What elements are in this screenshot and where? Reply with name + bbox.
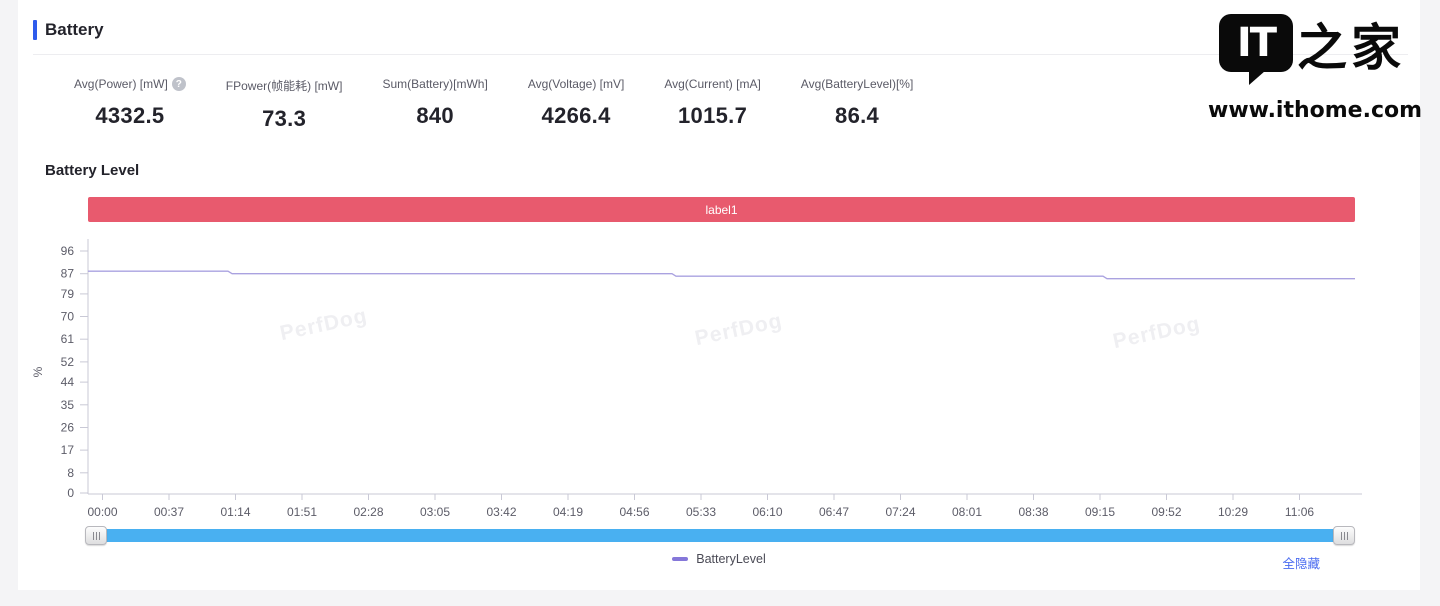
chart-annotation-label-band[interactable]: label1 [88,197,1355,222]
y-tick-label: 87 [61,267,75,281]
y-tick-label: 96 [61,244,75,258]
x-tick-label: 04:56 [619,505,649,519]
ithome-logo: IT 之家 [1208,10,1416,92]
battery-level-chart: 96 87 79 70 61 52 44 35 26 17 8 0 00:00 00:37 01:14 01:… [31,239,1362,519]
y-tick-label: 61 [61,332,75,346]
stat-item: Avg(Voltage) [mV] 4266.4 [508,77,645,132]
ithome-watermark: IT 之家 www.ithome.com [1208,10,1423,123]
stat-label-text: FPower(帧能耗) [mW] [225,79,343,93]
y-tick-label: 8 [67,466,74,480]
y-tick-label: 17 [61,443,75,457]
scrollbar-right-handle[interactable] [1333,526,1355,545]
stat-value: 4266.4 [541,103,611,128]
perfdog-watermark: PerfDog [1111,312,1203,353]
header-divider [33,54,1408,55]
chart-legend: BatteryLevel [18,552,1420,566]
stat-value: 1015.7 [678,103,748,128]
y-tick-label: 26 [61,421,75,435]
x-tick-label: 06:47 [819,505,849,519]
header-accent-bar [33,20,37,40]
x-tick-label: 00:37 [154,505,184,519]
x-tick-label: 11:06 [1285,505,1314,519]
x-tick-label: 01:14 [220,505,250,519]
stat-label: Avg(Voltage) [mV] [528,77,625,91]
stat-item: Avg(BatteryLevel)[%] 86.4 [781,77,934,132]
stat-value: 4332.5 [95,103,165,128]
stat-label: Sum(Battery)[mWh] [382,77,487,91]
stat-value: 86.4 [835,103,880,128]
stat-value: 840 [416,103,454,128]
stat-item: Avg(Power) [mW] ? 4332.5 [54,77,206,132]
stat-item: Sum(Battery)[mWh] 840 [362,77,507,132]
stat-label-text: Sum(Battery)[mWh] [382,77,488,91]
x-tick-label: 05:33 [686,505,716,519]
y-tick-label: 52 [61,355,75,369]
ithome-logo-cn-text: 之家 [1297,18,1405,77]
x-tick-label: 04:19 [553,505,583,519]
legend-line-swatch [672,557,689,561]
y-tick-label: 35 [61,398,75,412]
chart-range-scrollbar [85,526,1355,545]
panel-title: Battery [45,20,104,39]
hide-all-link[interactable]: 全隐藏 [1282,557,1320,571]
stat-label-text: Avg(BatteryLevel)[%] [800,77,914,91]
annotation-label-text: label1 [705,202,738,217]
y-tick-label: 44 [61,375,75,389]
x-tick-label: 03:42 [486,505,516,519]
stat-label: FPower(帧能耗) [mW] [226,77,343,94]
ithome-logo-bubble: IT [1219,14,1293,85]
stat-label-text: Avg(Current) [mA] [664,77,761,91]
stat-label-text: Avg(Power) [mW] [74,77,168,91]
x-tick-label: 08:38 [1018,505,1048,519]
ithome-url-text: www.ithome.com [1208,98,1423,123]
ithome-logo-it-text: IT [1236,20,1277,66]
x-tick-label: 07:24 [885,505,915,519]
legend-label: BatteryLevel [696,552,766,566]
y-tick-label: 0 [67,486,74,500]
legend-item-batterylevel[interactable]: BatteryLevel [672,552,766,566]
x-tick-label: 09:52 [1151,505,1181,519]
battery-panel: Battery Avg(Power) [mW] ? 4332.5 FPower(… [18,0,1423,590]
x-tick-label: 01:51 [287,505,317,519]
x-tick-label: 02:28 [353,505,383,519]
stat-label: Avg(Current) [mA] [664,77,760,91]
ithome-bubble-tail-icon [1249,71,1265,85]
y-tick-label: 70 [61,310,75,324]
scrollbar-left-handle[interactable] [85,526,107,545]
stat-item: FPower(帧能耗) [mW] 73.3 [206,77,363,132]
x-tick-label: 10:29 [1218,505,1248,519]
perfdog-watermark: PerfDog [693,309,785,350]
stat-item: Avg(Current) [mA] 1015.7 [644,77,780,132]
panel-header: Battery [18,0,1420,54]
x-tick-label: 00:00 [87,505,117,519]
y-axis-unit-label: % [31,366,45,377]
stats-row: Avg(Power) [mW] ? 4332.5 FPower(帧能耗) [mW… [18,55,1420,132]
stat-label-text: Avg(Voltage) [mV] [527,77,625,91]
x-tick-label: 08:01 [952,505,982,519]
stat-label: Avg(Power) [mW] ? [74,77,186,91]
x-tick-label: 06:10 [752,505,782,519]
stat-value: 73.3 [262,106,307,131]
perfdog-watermark: PerfDog [278,304,370,345]
batterylevel-series-line [88,270,1355,280]
y-tick-label: 79 [61,287,75,301]
x-tick-label: 03:05 [420,505,450,519]
chart-title: Battery Level [45,162,140,179]
scrollbar-track[interactable] [96,529,1344,542]
stat-label: Avg(BatteryLevel)[%] [801,77,914,91]
help-icon[interactable]: ? [171,77,186,91]
x-tick-label: 09:15 [1085,505,1115,519]
